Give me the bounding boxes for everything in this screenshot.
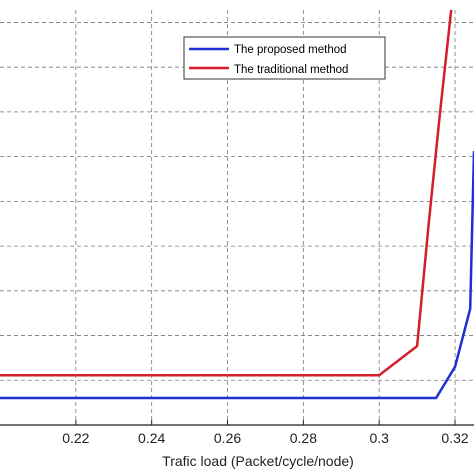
grid (0, 10, 474, 425)
x-tick-label-1: 0.24 (138, 430, 165, 446)
x-tick-label-5: 0.32 (441, 430, 468, 446)
x-tick-label-2: 0.26 (214, 430, 241, 446)
x-tick-labels: 0.22 0.24 0.26 0.28 0.3 0.32 (62, 430, 469, 446)
series-line-traditional (0, 9, 453, 377)
x-tick-label-3: 0.28 (290, 430, 317, 446)
legend-box (183, 36, 386, 80)
x-axis-label: Trafic load (Packet/cycle/node) (162, 453, 354, 469)
legend: The proposed method The traditional meth… (183, 36, 386, 80)
x-tick-label-4: 0.3 (369, 430, 389, 446)
x-tick-label-0: 0.22 (62, 430, 89, 446)
legend-label-traditional: The traditional method (234, 64, 348, 76)
legend-label-proposed: The proposed method (234, 44, 347, 56)
series-line-proposed (0, 151, 474, 400)
series-lines (0, 9, 474, 400)
axes (0, 420, 474, 426)
